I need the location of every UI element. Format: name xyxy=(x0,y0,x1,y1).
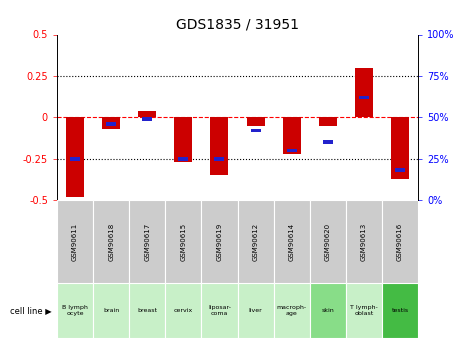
Text: GSM90617: GSM90617 xyxy=(144,223,150,260)
Text: breast: breast xyxy=(137,308,157,313)
Text: cervix: cervix xyxy=(174,308,193,313)
Bar xyxy=(102,117,120,129)
Text: cell line ▶: cell line ▶ xyxy=(10,306,52,315)
Text: skin: skin xyxy=(322,308,334,313)
Bar xyxy=(210,117,228,175)
Bar xyxy=(165,283,201,338)
Text: GSM90615: GSM90615 xyxy=(180,223,186,260)
Text: testis: testis xyxy=(391,308,408,313)
Bar xyxy=(57,283,93,338)
Text: B lymph
ocyte: B lymph ocyte xyxy=(62,305,88,316)
Bar xyxy=(93,283,129,338)
Bar xyxy=(319,117,337,126)
Bar xyxy=(359,96,369,99)
Text: liver: liver xyxy=(249,308,262,313)
Text: GSM90616: GSM90616 xyxy=(397,223,403,260)
Text: macroph-
age: macroph- age xyxy=(276,305,307,316)
Bar xyxy=(66,117,84,197)
Text: GSM90613: GSM90613 xyxy=(361,223,367,260)
Bar xyxy=(382,200,418,283)
Bar xyxy=(142,117,152,121)
Text: GSM90614: GSM90614 xyxy=(289,223,294,260)
Bar xyxy=(165,200,201,283)
Bar xyxy=(274,200,310,283)
Bar xyxy=(287,149,296,152)
Text: GSM90618: GSM90618 xyxy=(108,223,114,260)
Bar xyxy=(215,157,224,160)
Text: GSM90611: GSM90611 xyxy=(72,223,78,260)
Bar xyxy=(382,283,418,338)
Bar xyxy=(283,117,301,154)
Bar xyxy=(238,200,274,283)
Text: brain: brain xyxy=(103,308,119,313)
Bar xyxy=(395,168,405,172)
Bar xyxy=(57,200,93,283)
Text: GSM90620: GSM90620 xyxy=(325,223,331,260)
Bar xyxy=(179,157,188,160)
Bar xyxy=(310,200,346,283)
Text: GSM90619: GSM90619 xyxy=(217,223,222,260)
Bar xyxy=(238,283,274,338)
Bar xyxy=(346,200,382,283)
Bar xyxy=(346,283,382,338)
Bar xyxy=(201,283,238,338)
Bar xyxy=(129,283,165,338)
Bar xyxy=(138,111,156,117)
Text: GSM90612: GSM90612 xyxy=(253,223,258,260)
Bar xyxy=(106,122,116,126)
Bar xyxy=(323,140,332,144)
Title: GDS1835 / 31951: GDS1835 / 31951 xyxy=(176,18,299,32)
Bar xyxy=(93,200,129,283)
Bar xyxy=(247,117,265,126)
Text: T lymph-
oblast: T lymph- oblast xyxy=(350,305,378,316)
Bar xyxy=(274,283,310,338)
Bar xyxy=(391,117,409,179)
Bar xyxy=(201,200,238,283)
Bar xyxy=(355,68,373,117)
Bar xyxy=(70,157,80,160)
Bar xyxy=(129,200,165,283)
Bar xyxy=(251,129,260,132)
Text: liposar-
coma: liposar- coma xyxy=(208,305,231,316)
Bar xyxy=(310,283,346,338)
Bar xyxy=(174,117,192,162)
